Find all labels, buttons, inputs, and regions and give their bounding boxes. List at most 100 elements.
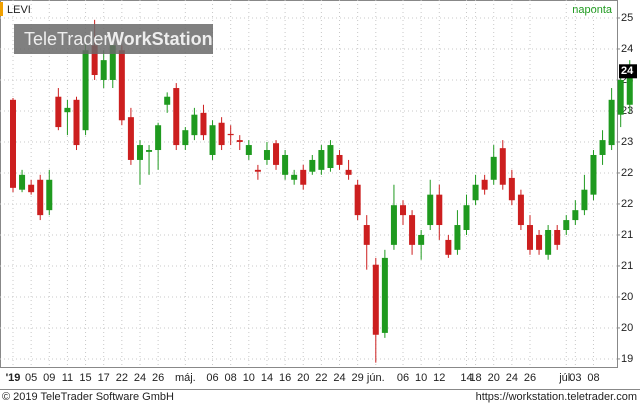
x-tick-label: 18 — [469, 372, 481, 384]
candle-body — [563, 220, 570, 230]
y-tick-label: 20 — [621, 322, 633, 334]
y-tick-label: 22 — [621, 198, 633, 210]
symbol-marker — [0, 2, 3, 16]
x-tick-label: 10 — [243, 372, 255, 384]
x-tick-label: 10 — [415, 372, 427, 384]
candle-body — [100, 60, 107, 80]
candle-body — [327, 145, 334, 169]
candle-body — [254, 169, 261, 172]
x-tick-label: 12 — [433, 372, 445, 384]
x-tick-label: 14 — [261, 372, 273, 384]
candle-body — [73, 99, 80, 146]
candle-body — [127, 117, 134, 160]
candle-body — [608, 99, 615, 146]
x-tick-label: 06 — [206, 372, 218, 384]
candle-body — [454, 225, 461, 250]
candle-body — [245, 145, 252, 155]
x-tick-label: 22 — [116, 372, 128, 384]
x-tick-label: 08 — [225, 372, 237, 384]
candle-body — [19, 174, 26, 190]
candle-body — [218, 122, 225, 146]
candle-body — [436, 194, 443, 226]
candle-body — [173, 88, 180, 146]
x-tick-label: 24 — [506, 372, 518, 384]
candle-body — [318, 150, 325, 170]
candle-body — [28, 184, 35, 193]
y-tick-label: 20 — [621, 291, 633, 303]
candle-body — [590, 154, 597, 195]
candle-body — [572, 210, 579, 221]
x-tick-label: 29 — [352, 372, 364, 384]
candle-body — [508, 177, 515, 201]
x-tick-label: 26 — [524, 372, 536, 384]
candle-body — [390, 205, 397, 245]
y-tick-label: 19 — [621, 353, 633, 365]
candle-body — [182, 130, 189, 146]
candle-body — [490, 156, 497, 180]
candle-body — [191, 114, 198, 136]
candle-body — [155, 125, 162, 151]
y-tick-label: 22 — [621, 167, 633, 179]
candle-body — [481, 179, 488, 190]
candle-body — [526, 225, 533, 250]
candle-body — [309, 159, 316, 172]
candle-body — [209, 125, 216, 155]
candle-body — [227, 133, 234, 136]
candle-body — [118, 50, 125, 121]
candle-body — [418, 234, 425, 245]
candle-body — [236, 140, 243, 142]
x-tick-label: 26 — [152, 372, 164, 384]
watermark-product: WorkStation — [107, 29, 213, 49]
candle-body — [345, 169, 352, 175]
x-tick-label: 24 — [333, 372, 345, 384]
candle-body — [273, 143, 280, 165]
candle-body — [427, 194, 434, 226]
candle-body — [381, 257, 388, 333]
x-tick-label: 14 — [460, 372, 472, 384]
candle-body — [372, 264, 379, 335]
x-tick-label: 15 — [79, 372, 91, 384]
candle-body — [554, 229, 561, 245]
candle-body — [363, 225, 370, 245]
x-tick-label: jún. — [366, 372, 385, 384]
y-tick-label: 23 — [621, 136, 633, 148]
y-tick-label: 21 — [621, 260, 633, 272]
candle-body — [517, 194, 524, 226]
candle-body — [581, 189, 588, 211]
x-tick-label: 22 — [315, 372, 327, 384]
x-tick-label: 08 — [587, 372, 599, 384]
candle-body — [599, 140, 606, 155]
candle-body — [55, 96, 62, 128]
last-price-label: 24 — [621, 65, 634, 77]
x-tick-label: 09 — [43, 372, 55, 384]
candle-body — [354, 184, 361, 216]
candle-body — [164, 96, 171, 105]
candle-body — [10, 99, 16, 188]
period: naponta — [572, 4, 613, 16]
candle-body — [282, 154, 289, 175]
candle-body — [91, 45, 98, 76]
candle-body — [136, 145, 143, 160]
x-tick-label: 06 — [397, 372, 409, 384]
last-price-box — [619, 64, 637, 79]
x-tick-label: júl. — [558, 372, 573, 384]
x-tick-label: 17 — [98, 372, 110, 384]
y-tick-label: 24 — [621, 43, 633, 55]
candle-body — [626, 71, 633, 105]
candle-body — [472, 184, 479, 201]
candle-body — [46, 179, 53, 211]
x-tick-label: 05 — [25, 372, 37, 384]
footer-left: © 2019 TeleTrader Software GmbH — [2, 391, 174, 403]
candle-body — [291, 174, 298, 180]
watermark-brand: TeleTrader — [24, 29, 109, 49]
candle-body — [263, 150, 270, 160]
footer-right: https://workstation.teletrader.com — [476, 391, 637, 403]
x-tick-label: 03 — [569, 372, 581, 384]
x-tick-label: 16 — [279, 372, 291, 384]
x-tick-label: 20 — [297, 372, 309, 384]
y-tick-label: 25 — [621, 12, 633, 24]
candle-body — [400, 205, 407, 216]
candle-body — [545, 229, 552, 255]
candle-body — [200, 112, 207, 136]
